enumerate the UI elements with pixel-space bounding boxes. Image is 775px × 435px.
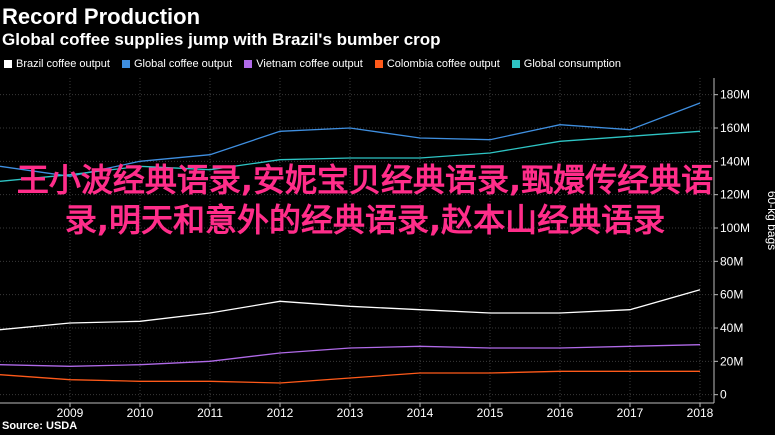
x-tick-label: 2015 xyxy=(477,406,504,420)
y-tick-label: 100M xyxy=(720,221,750,235)
legend-item-consumption: Global consumption xyxy=(511,58,622,70)
x-tick-label: 2012 xyxy=(267,406,294,420)
legend-item-global-output: Global coffee output xyxy=(121,58,233,70)
y-tick-label: 180M xyxy=(720,88,750,102)
x-tick-label: 2013 xyxy=(337,406,364,420)
chart-title: Record Production xyxy=(2,4,201,29)
series-line-1 xyxy=(0,102,701,177)
legend-swatch xyxy=(121,60,130,68)
x-tick-label: 2014 xyxy=(407,406,434,420)
legend-swatch xyxy=(4,60,12,68)
legend-item-colombia: Colombia coffee output xyxy=(374,58,500,70)
legend-swatch xyxy=(511,60,520,68)
chart-legend: Brazil coffee output Global coffee outpu… xyxy=(4,58,621,70)
x-tick-label: 2010 xyxy=(127,406,154,420)
y-tick-label: 80M xyxy=(720,254,743,268)
chart-subtitle: Global coffee supplies jump with Brazil'… xyxy=(2,30,441,49)
x-tick-label: 2017 xyxy=(617,406,644,420)
y-tick-label: 120M xyxy=(720,188,750,202)
y-tick-label: 0 xyxy=(720,388,727,402)
legend-label: Brazil coffee output xyxy=(16,58,110,70)
x-tick-label: 2011 xyxy=(197,406,223,420)
y-tick-label: 160M xyxy=(720,121,750,135)
series-line-0 xyxy=(0,289,701,331)
legend-label: Global coffee output xyxy=(133,58,233,70)
legend-item-brazil: Brazil coffee output xyxy=(4,58,110,70)
series-line-4 xyxy=(0,130,701,182)
y-axis-title: 60-kg bags xyxy=(765,191,775,250)
legend-label: Colombia coffee output xyxy=(386,58,500,70)
legend-swatch xyxy=(374,60,383,68)
legend-label: Global consumption xyxy=(523,58,622,70)
series-line-2 xyxy=(0,344,701,367)
y-tick-label: 40M xyxy=(720,321,743,335)
legend-swatch xyxy=(244,60,253,68)
source-note: Source: USDA xyxy=(2,420,78,432)
x-tick-label: 2016 xyxy=(547,406,574,420)
legend-item-vietnam: Vietnam coffee output xyxy=(244,58,363,70)
x-tick-label: 2018 xyxy=(687,406,714,420)
legend-label: Vietnam coffee output xyxy=(256,58,363,70)
y-tick-label: 60M xyxy=(720,288,743,302)
y-tick-label: 20M xyxy=(720,354,743,368)
x-tick-label: 2009 xyxy=(57,406,84,420)
overlay-watermark-text: 王小波经典语录,安妮宝贝经典语录,甄嬛传经典语录,明天和意外的经典语录,赵本山经… xyxy=(16,161,714,239)
y-tick-label: 140M xyxy=(720,154,750,168)
series-line-3 xyxy=(0,370,700,384)
